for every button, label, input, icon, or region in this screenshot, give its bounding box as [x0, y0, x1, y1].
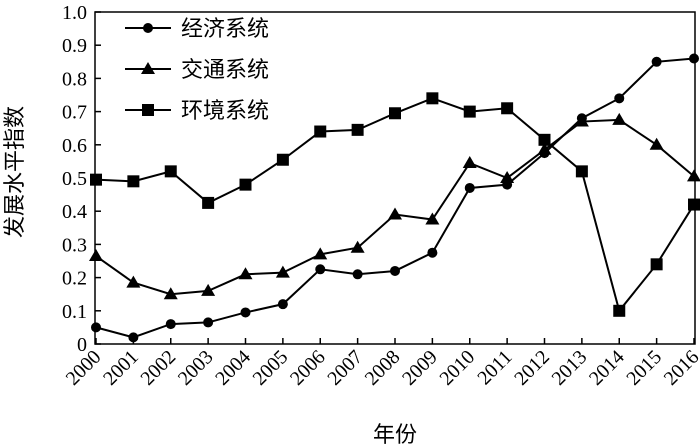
data-point [240, 307, 251, 318]
data-point [462, 156, 477, 169]
series-layer [89, 53, 700, 343]
data-point [537, 142, 552, 155]
data-point [163, 287, 178, 300]
y-tick-label: 0.4 [62, 201, 87, 223]
legend-marker [143, 23, 153, 33]
x-tick-label: 2007 [323, 346, 367, 390]
data-point [352, 269, 363, 280]
y-tick-label: 0.2 [62, 268, 87, 290]
x-tick-label: 2016 [660, 346, 700, 390]
x-tick-label: 2008 [361, 346, 405, 390]
data-point [500, 171, 515, 183]
data-point [689, 53, 699, 64]
data-point [89, 249, 103, 262]
data-point [314, 125, 327, 138]
y-tick-label: 0.5 [62, 168, 87, 190]
y-ticks: 0 0.1 0.2 0.3 0.4 0.5 0.6 0.7 0.8 0.9 1.0 [62, 2, 101, 356]
data-point [650, 258, 663, 271]
data-point [128, 332, 139, 343]
data-point [390, 265, 400, 276]
x-axis-title: 年份 [373, 422, 417, 447]
series-line [95, 97, 695, 313]
data-point [389, 107, 401, 120]
y-tick-label: 0.6 [62, 135, 87, 157]
legend-marker [141, 62, 155, 74]
x-ticks: 2000200120022003200420052006200720082009… [62, 338, 700, 390]
data-point [277, 299, 288, 310]
data-point [651, 56, 662, 67]
data-point [91, 322, 101, 333]
data-point [164, 165, 177, 178]
data-point [276, 153, 289, 166]
data-point [313, 247, 328, 260]
data-point [275, 265, 290, 278]
legend-item: 环境系统 [125, 98, 269, 123]
data-point [315, 264, 326, 275]
x-tick-label: 2006 [286, 346, 330, 390]
data-point [351, 123, 364, 136]
data-point [464, 182, 475, 193]
legend-label: 环境系统 [181, 98, 269, 123]
x-tick-label: 2013 [548, 346, 592, 390]
x-tick-label: 2009 [398, 346, 442, 390]
data-point [350, 240, 365, 253]
legend-label: 经济系统 [181, 16, 269, 41]
data-point [126, 275, 141, 288]
data-point [687, 169, 700, 182]
y-tick-label: 0.1 [62, 301, 87, 323]
legend-marker [142, 104, 154, 116]
data-point [613, 304, 626, 317]
data-point [239, 178, 252, 191]
data-point [574, 114, 589, 127]
series-1 [91, 53, 699, 343]
data-point [501, 102, 514, 115]
series-3 [90, 92, 700, 317]
legend-label: 交通系统 [181, 57, 269, 82]
y-tick-label: 0.3 [62, 234, 87, 256]
data-point [538, 133, 551, 146]
x-tick-label: 2004 [211, 346, 255, 390]
data-point [127, 175, 140, 188]
data-point [463, 105, 476, 118]
legend-item: 交通系统 [125, 57, 269, 82]
data-point [202, 196, 215, 209]
x-tick-label: 2015 [622, 346, 666, 390]
y-tick-label: 0.7 [62, 102, 87, 124]
y-axis-title: 发展水平指数 [2, 106, 27, 238]
data-point [90, 173, 102, 186]
data-point [614, 93, 625, 104]
x-tick-label: 2003 [174, 346, 218, 390]
data-point [612, 112, 627, 125]
y-tick-label: 0.9 [62, 35, 87, 57]
data-point [649, 137, 664, 150]
data-point [238, 267, 253, 280]
x-tick-label: 2001 [99, 346, 143, 390]
x-tick-label: 2010 [435, 346, 479, 390]
legend-item: 经济系统 [125, 16, 269, 41]
data-point [425, 212, 440, 225]
x-tick-label: 2005 [249, 346, 293, 390]
series-2 [89, 112, 700, 300]
x-tick-label: 2002 [136, 346, 180, 390]
x-tick-label: 2012 [510, 346, 554, 390]
data-point [575, 165, 588, 178]
data-point [203, 317, 214, 328]
data-point [688, 198, 700, 211]
data-point [388, 207, 402, 220]
y-tick-label: 1.0 [62, 2, 87, 24]
x-tick-label: 2011 [473, 346, 516, 389]
data-point [427, 247, 438, 258]
data-point [201, 283, 216, 296]
y-tick-label: 0.8 [62, 68, 87, 90]
data-point [165, 319, 176, 330]
y-tick-label: 0 [77, 334, 87, 356]
data-point [426, 92, 439, 105]
x-tick-label: 2014 [585, 346, 629, 390]
